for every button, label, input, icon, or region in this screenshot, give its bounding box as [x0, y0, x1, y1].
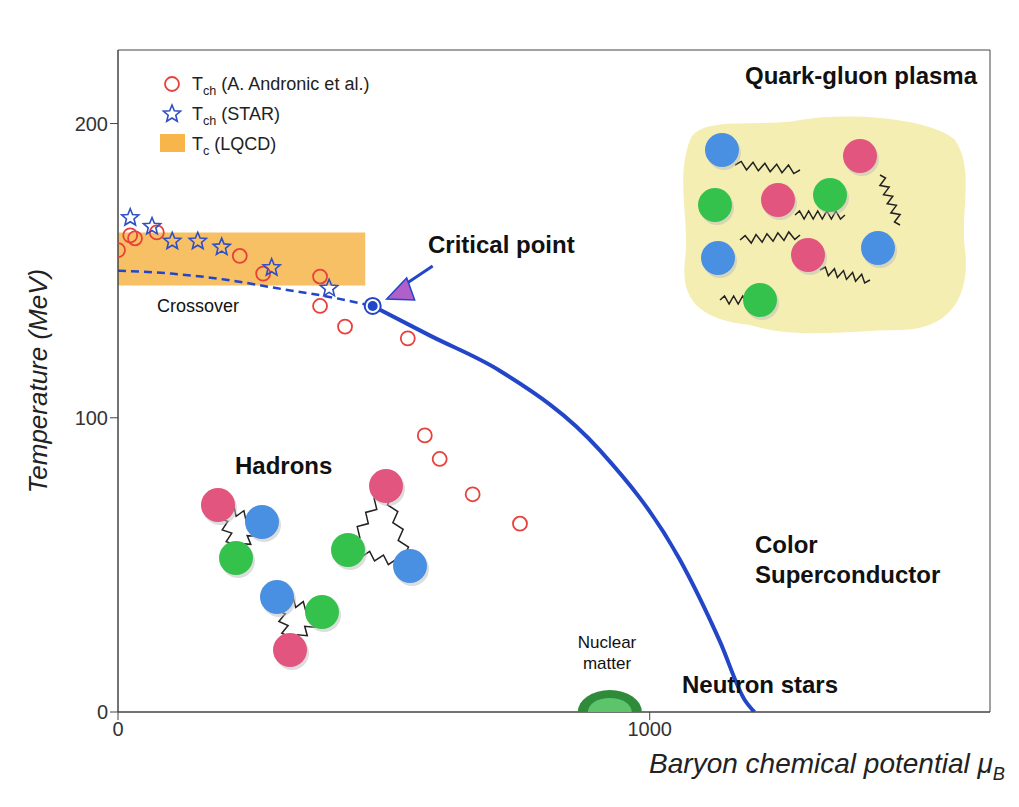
html-text:Quark-gluon plasma: Quark-gluon plasma [745, 62, 977, 89]
html-text:Hadrons: Hadrons [235, 452, 333, 479]
svg-text:0: 0 [97, 701, 108, 723]
html-text:Neutron stars: Neutron stars [682, 671, 838, 698]
svg-text:Temperature (MeV): Temperature (MeV) [23, 269, 53, 493]
html-text:Tch(A. Andronic et al.): Tch(A. Andronic et al.) [192, 74, 370, 98]
svg-text:0: 0 [112, 718, 123, 740]
html-text:Tch(STAR): Tch(STAR) [192, 104, 280, 128]
svg-text:1000: 1000 [627, 718, 672, 740]
svg-text:200: 200 [75, 113, 108, 135]
html-text:Tc(LQCD): Tc(LQCD) [192, 134, 277, 158]
html-text:Color Superconductor: Color Superconductor [755, 531, 941, 588]
html-text:Critical point: Critical point [428, 231, 575, 258]
html-text:Baryon chemical potential μB: Baryon chemical potential μB [649, 748, 1005, 784]
html-text:Crossover: Crossover [157, 296, 239, 316]
svg-text:100: 100 [75, 407, 108, 429]
html-text:Nuclear matter: Nuclear matter [577, 633, 637, 673]
